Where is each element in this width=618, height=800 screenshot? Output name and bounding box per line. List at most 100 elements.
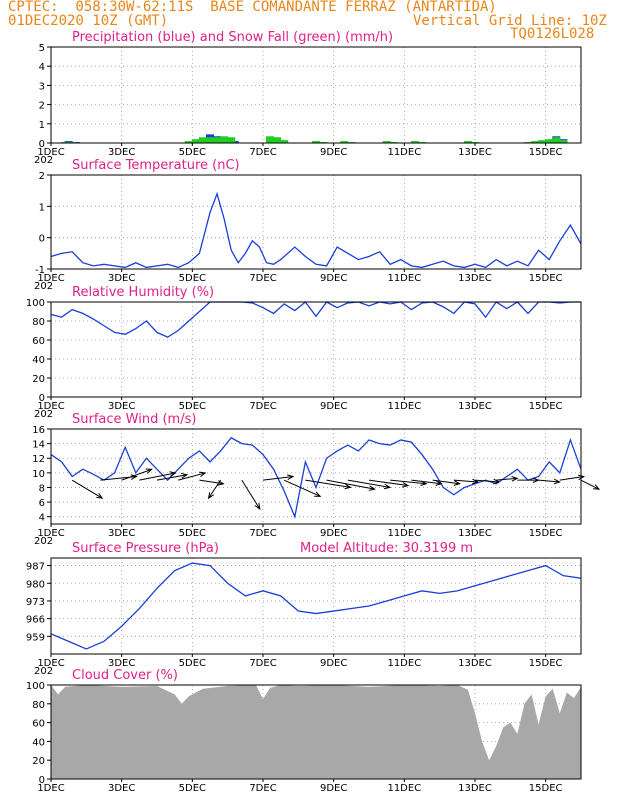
- humidity-year-stub: 202: [34, 409, 53, 420]
- temperature-year-stub: 202: [34, 281, 53, 292]
- pressure-xtick-label-6: 13DEC: [458, 658, 492, 669]
- precip-snow-bar-23: [531, 141, 540, 143]
- temperature-ytick-label-0: -1: [35, 265, 45, 276]
- precip-snow-bar-8: [227, 137, 236, 143]
- wind-ytick-label-1: 6: [39, 498, 45, 509]
- wind-vector-20: [496, 477, 518, 481]
- precip-snow-bar-5: [206, 137, 214, 143]
- humidity-xtick-label-1: 3DEC: [108, 401, 135, 412]
- cloud-plot-frame: [50, 684, 582, 780]
- wind-vector-head-14: [402, 482, 410, 488]
- precip-ytick-label-2: 2: [39, 101, 45, 112]
- wind-vector-7: [208, 479, 222, 499]
- wind-vector-9: [262, 476, 294, 481]
- wind-vector-head-0: [96, 493, 104, 499]
- humidity-xtick-label-6: 13DEC: [458, 401, 492, 412]
- wind-vector-head-20: [511, 476, 519, 482]
- wind-xtick-label-1: 3DEC: [108, 528, 135, 539]
- precip-xtick-label-6: 13DEC: [458, 147, 492, 158]
- precip-ytick-label-1: 1: [39, 120, 45, 131]
- wind-ytick-label-0: 4: [39, 513, 45, 524]
- pressure-xtick-label-0: 1DEC: [37, 658, 64, 669]
- temperature-plot-frame: [50, 174, 582, 270]
- cloud-panel-title: Cloud Cover (%): [72, 668, 178, 683]
- wind-plot-frame: [50, 428, 582, 525]
- wind-vector-4: [156, 474, 188, 481]
- pressure-ytick-label-0: 959: [26, 632, 45, 643]
- pressure-xtick-label-3: 7DEC: [249, 658, 276, 669]
- precip-snow-bar-10: [273, 137, 282, 143]
- cloud-xtick-label-2: 5DEC: [179, 783, 206, 794]
- wind-vector-23: [559, 476, 584, 481]
- humidity-ytick-label-3: 60: [32, 336, 45, 347]
- precip-snow-bar-3: [191, 139, 200, 143]
- wind-xtick-label-2: 5DEC: [179, 528, 206, 539]
- precip-ytick-label-0: 0: [39, 139, 45, 150]
- header-run-date: 01DEC2020 10Z (GMT): [8, 13, 169, 29]
- cloud-xtick-label-0: 1DEC: [37, 783, 64, 794]
- precip-xtick-label-2: 5DEC: [179, 147, 206, 158]
- wind-vector-head-19: [493, 478, 501, 485]
- humidity-xtick-label-5: 11DEC: [387, 401, 421, 412]
- cloud-xtick-label-4: 9DEC: [320, 783, 347, 794]
- cloud-xtick-label-7: 15DEC: [529, 783, 563, 794]
- wind-vector-head-22: [553, 478, 561, 485]
- temperature-xtick-label-0: 1DEC: [37, 273, 64, 284]
- pressure-line: [50, 562, 582, 650]
- header-model-id: TQ0126L028: [510, 26, 595, 42]
- precip-snow-bar-11: [280, 140, 289, 143]
- pressure-xtick-label-4: 9DEC: [320, 658, 347, 669]
- humidity-plot-frame: [50, 301, 582, 398]
- humidity-ytick-label-5: 100: [26, 298, 45, 309]
- temperature-ytick-label-1: 0: [39, 234, 45, 245]
- wind-xtick-label-5: 11DEC: [387, 528, 421, 539]
- humidity-ytick-label-2: 40: [32, 355, 45, 366]
- pressure-ytick-label-1: 966: [26, 615, 45, 626]
- humidity-xtick-label-3: 7DEC: [249, 401, 276, 412]
- humidity-line: [50, 301, 581, 338]
- wind-vector-14: [368, 479, 409, 487]
- pressure-xtick-label-7: 15DEC: [529, 658, 563, 669]
- wind-vector-15: [390, 479, 427, 485]
- wind-vector-head-8: [254, 502, 261, 511]
- wind-vector-head-16: [435, 480, 443, 486]
- wind-vector-head-21: [532, 477, 540, 483]
- temperature-xtick-label-1: 3DEC: [108, 273, 135, 284]
- wind-ytick-label-5: 14: [32, 440, 45, 451]
- precip-panel-title: Precipitation (blue) and Snow Fall (gree…: [72, 30, 393, 45]
- precip-plot-frame: [50, 46, 582, 144]
- precip-snow-bar-16: [382, 141, 391, 143]
- wind-vector-0: [71, 479, 103, 499]
- cloud-xtick-label-1: 3DEC: [108, 783, 135, 794]
- wind-vector-6: [199, 479, 224, 485]
- precip-snow-bar-14: [340, 141, 349, 143]
- precip-snow-bar-7: [220, 136, 229, 143]
- wind-vector-head-17: [453, 480, 461, 486]
- cloud-ytick-label-4: 80: [32, 700, 45, 711]
- wind-panel-title: Surface Wind (m/s): [72, 412, 196, 427]
- cloud-xtick-label-5: 11DEC: [387, 783, 421, 794]
- wind-vector-head-18: [471, 478, 480, 485]
- precip-xtick-label-1: 3DEC: [108, 147, 135, 158]
- precip-snow-bar-26: [552, 137, 561, 143]
- precip-xtick-label-5: 11DEC: [387, 147, 421, 158]
- temperature-xtick-label-3: 7DEC: [249, 273, 276, 284]
- temperature-xtick-label-4: 9DEC: [320, 273, 347, 284]
- wind-vector-head-2: [145, 468, 153, 474]
- precip-ytick-label-3: 3: [39, 81, 45, 92]
- wind-vector-head-12: [368, 485, 376, 491]
- wind-vector-13: [347, 479, 390, 488]
- wind-xtick-label-0: 1DEC: [37, 528, 64, 539]
- precip-snow-bar-9: [266, 136, 275, 143]
- precip-ytick-label-4: 4: [39, 62, 45, 73]
- wind-vector-head-4: [181, 472, 189, 479]
- temperature-ytick-label-3: 2: [39, 171, 45, 182]
- wind-vector-head-13: [383, 483, 392, 490]
- pressure-panel-title: Surface Pressure (hPa): [72, 541, 219, 556]
- wind-vector-8: [241, 479, 261, 510]
- wind-xtick-label-7: 15DEC: [529, 528, 563, 539]
- wind-vector-24: [580, 479, 600, 490]
- wind-ytick-label-4: 12: [32, 454, 45, 465]
- wind-vector-17: [432, 479, 460, 485]
